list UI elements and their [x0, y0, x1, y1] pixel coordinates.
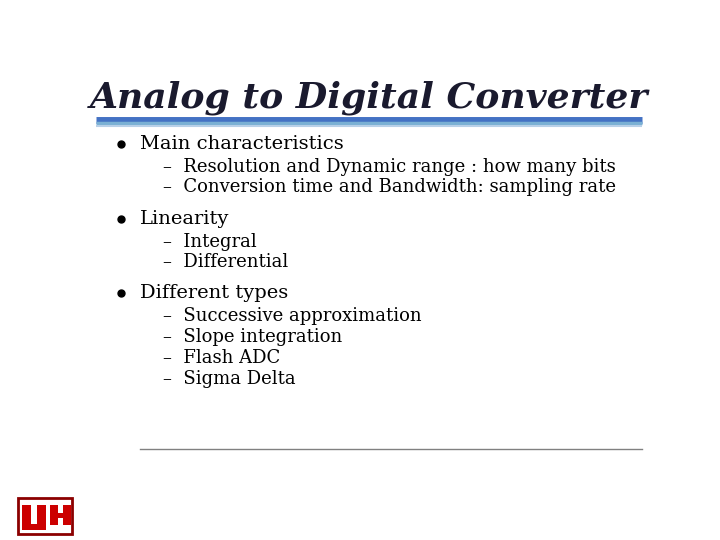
- Text: Main characteristics: Main characteristics: [140, 135, 344, 153]
- Text: –  Successive approximation: – Successive approximation: [163, 307, 421, 326]
- Text: –  Flash ADC: – Flash ADC: [163, 349, 280, 367]
- Bar: [22, 505, 31, 525]
- Text: –  Integral: – Integral: [163, 233, 256, 251]
- Bar: [50, 513, 71, 518]
- Text: –  Sigma Delta: – Sigma Delta: [163, 370, 295, 388]
- Text: Linearity: Linearity: [140, 210, 230, 228]
- Text: –  Conversion time and Bandwidth: sampling rate: – Conversion time and Bandwidth: samplin…: [163, 178, 616, 197]
- Text: –  Differential: – Differential: [163, 253, 288, 271]
- Bar: [37, 505, 46, 525]
- Bar: [50, 505, 58, 525]
- Bar: [63, 505, 71, 525]
- Text: Analog to Digital Converter: Analog to Digital Converter: [90, 81, 648, 116]
- Text: –  Resolution and Dynamic range : how many bits: – Resolution and Dynamic range : how man…: [163, 158, 616, 176]
- Text: –  Slope integration: – Slope integration: [163, 328, 342, 346]
- Text: Different types: Different types: [140, 285, 289, 302]
- Bar: [22, 524, 46, 530]
